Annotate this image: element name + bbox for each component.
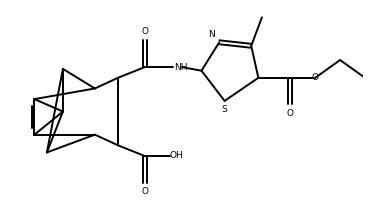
Text: O: O	[287, 109, 294, 118]
Text: NH: NH	[174, 63, 187, 72]
Text: O: O	[141, 27, 148, 36]
Text: OH: OH	[170, 151, 183, 160]
Text: O: O	[312, 73, 319, 82]
Text: S: S	[222, 105, 227, 114]
Text: O: O	[141, 187, 148, 196]
Text: N: N	[208, 30, 215, 39]
